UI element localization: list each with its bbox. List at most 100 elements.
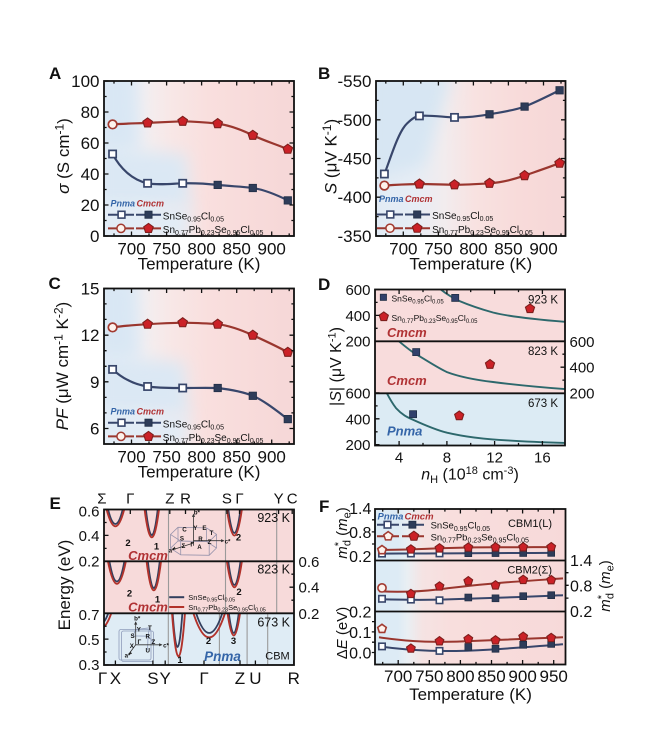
svg-text:U: U: [249, 669, 261, 688]
svg-text:Z: Z: [152, 639, 156, 646]
svg-text:Energy (eV): Energy (eV): [55, 540, 74, 631]
svg-text:0.2: 0.2: [349, 604, 371, 621]
svg-text:80: 80: [81, 103, 100, 122]
svg-text:Sn0.77Pb0.23Se0.95Cl0.05: Sn0.77Pb0.23Se0.95Cl0.05: [392, 313, 479, 325]
svg-text:900: 900: [258, 448, 286, 467]
svg-text:PF (μW cm-1 K-2): PF (μW cm-1 K-2): [51, 302, 72, 430]
svg-text:Cmcm: Cmcm: [387, 373, 427, 388]
svg-text:S: S: [147, 669, 158, 688]
svg-text:C: C: [287, 491, 298, 508]
svg-text:-450: -450: [337, 150, 371, 169]
svg-text:0.2: 0.2: [79, 554, 100, 571]
svg-text:700: 700: [389, 240, 417, 259]
svg-text:Y: Y: [160, 669, 171, 688]
svg-text:0.2: 0.2: [349, 549, 371, 566]
svg-text:T: T: [148, 625, 152, 632]
svg-text:400: 400: [570, 360, 595, 377]
svg-text:Γ: Γ: [126, 491, 134, 508]
svg-text:1.4: 1.4: [570, 553, 592, 570]
svg-text:SnSe0.95Cl0.05: SnSe0.95Cl0.05: [163, 211, 224, 223]
svg-text:c*: c*: [225, 539, 231, 546]
svg-text:0.5: 0.5: [79, 632, 100, 649]
svg-text:-550: -550: [337, 72, 371, 91]
svg-text:750: 750: [152, 240, 180, 259]
svg-text:ΔE (eV): ΔE (eV): [334, 607, 351, 660]
svg-text:Y: Y: [137, 627, 142, 634]
svg-text:100: 100: [71, 72, 99, 91]
svg-text:E: E: [202, 525, 206, 532]
svg-text:900: 900: [258, 240, 286, 259]
svg-text:800: 800: [187, 448, 215, 467]
svg-text:T: T: [210, 530, 214, 537]
svg-text:R: R: [145, 634, 150, 641]
svg-text:b*: b*: [134, 616, 141, 623]
svg-text:0: 0: [90, 227, 99, 246]
svg-text:Pnma: Pnma: [378, 512, 404, 523]
svg-text:700: 700: [384, 667, 412, 686]
svg-text:850: 850: [223, 448, 251, 467]
svg-text:0.8: 0.8: [570, 578, 592, 595]
svg-text:SnSe0.95Cl0.05: SnSe0.95Cl0.05: [392, 294, 445, 306]
svg-text:1: 1: [155, 595, 161, 606]
svg-text:CBM1(L): CBM1(L): [508, 518, 552, 530]
svg-text:Y: Y: [274, 491, 284, 508]
svg-text:12: 12: [486, 450, 503, 467]
svg-text:0.7: 0.7: [79, 607, 100, 624]
svg-text:850: 850: [494, 240, 522, 259]
svg-text:A: A: [49, 64, 61, 83]
svg-text:9: 9: [90, 373, 99, 392]
svg-text:750: 750: [424, 240, 452, 259]
svg-text:923 K: 923 K: [257, 511, 290, 525]
svg-text:R: R: [288, 669, 300, 688]
svg-text:Z: Z: [165, 491, 174, 508]
svg-text:X: X: [110, 669, 121, 688]
svg-text:Sn0.77Pb0.23Se0.95Cl0.05: Sn0.77Pb0.23Se0.95Cl0.05: [431, 532, 529, 544]
svg-text:Σ: Σ: [182, 543, 186, 550]
svg-text:SnSe0.95Cl0.05: SnSe0.95Cl0.05: [431, 521, 491, 533]
svg-text:Γ: Γ: [235, 491, 243, 508]
svg-text:Cmcm: Cmcm: [137, 198, 165, 208]
svg-text:m*d (me): m*d (me): [333, 507, 353, 559]
svg-text:15: 15: [81, 280, 100, 299]
svg-text:800: 800: [187, 240, 215, 259]
svg-text:2: 2: [236, 533, 241, 544]
svg-text:700: 700: [117, 448, 145, 467]
svg-text:1: 1: [154, 542, 160, 553]
svg-text:40: 40: [81, 165, 100, 184]
svg-text:a*: a*: [125, 653, 131, 660]
svg-text:nH (1018 cm-3): nH (1018 cm-3): [421, 465, 519, 486]
svg-text:F: F: [319, 497, 329, 516]
svg-text:750: 750: [152, 448, 180, 467]
svg-text:R: R: [180, 491, 191, 508]
svg-text:-500: -500: [337, 111, 371, 130]
svg-text:3: 3: [231, 636, 236, 647]
svg-text:823 K: 823 K: [528, 346, 558, 358]
svg-text:0.6: 0.6: [299, 554, 320, 571]
svg-text:400: 400: [345, 308, 370, 325]
svg-text:-350: -350: [337, 227, 371, 246]
svg-text:950: 950: [540, 667, 568, 686]
svg-text:600: 600: [570, 334, 595, 351]
svg-text:SnSe0.95Cl0.05: SnSe0.95Cl0.05: [163, 419, 224, 431]
svg-text:X: X: [130, 643, 135, 650]
svg-text:D: D: [318, 275, 330, 294]
svg-text:Pnma: Pnma: [111, 198, 136, 208]
svg-text:Γ: Γ: [98, 669, 107, 688]
svg-text:Cmcm: Cmcm: [137, 406, 165, 416]
svg-text:1.4: 1.4: [349, 501, 371, 518]
svg-text:U: U: [145, 648, 150, 655]
svg-text:R: R: [198, 536, 203, 543]
svg-text:0.6: 0.6: [79, 503, 100, 520]
svg-text:Pnma: Pnma: [379, 194, 404, 204]
svg-text:Pnma: Pnma: [204, 649, 241, 664]
svg-text:Y: Y: [193, 525, 198, 532]
svg-text:0.2: 0.2: [570, 604, 592, 621]
svg-text:1: 1: [177, 655, 183, 666]
svg-text:923 K: 923 K: [528, 295, 558, 307]
svg-text:673 K: 673 K: [528, 398, 558, 410]
svg-text:CBM2(Σ): CBM2(Σ): [507, 565, 552, 577]
svg-text:2: 2: [125, 538, 130, 549]
svg-text:S: S: [180, 536, 184, 543]
svg-text:Cmcm: Cmcm: [128, 548, 168, 563]
svg-text:850: 850: [477, 667, 505, 686]
